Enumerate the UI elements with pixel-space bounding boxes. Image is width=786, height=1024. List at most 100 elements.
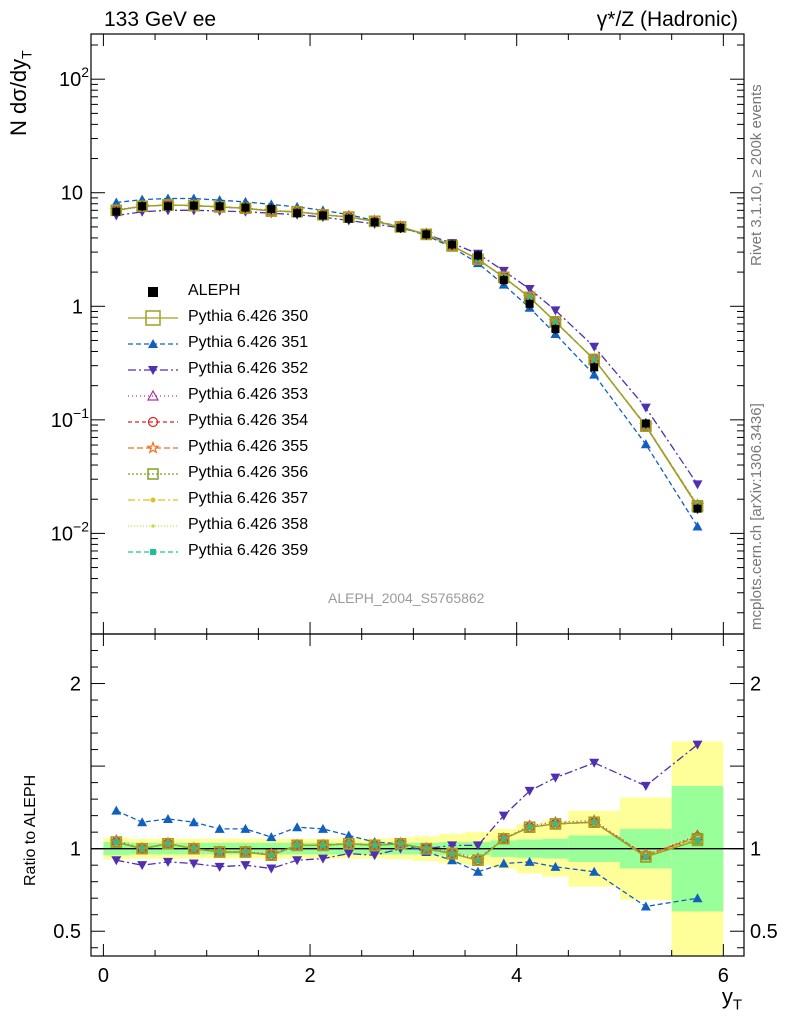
legend-entry-label: Pythia 6.426 354 [188,412,309,429]
marker-triangle-up [550,861,561,871]
marker-triangle-down [692,480,703,490]
marker-triangle-down [292,856,303,866]
source-label: mcplots.cern.ch [arXiv:1306.3436] [748,403,765,630]
data-point [189,201,198,210]
ratio-y-tick-label-left: 2 [70,674,81,696]
x-tick-label: 0 [98,965,109,987]
data-point [693,504,702,513]
ratio-y-tick-label-left: 1 [70,839,81,861]
data-point [138,202,147,211]
marker-open-star [146,440,160,454]
marker-triangle-up [524,856,535,866]
ratio-y-axis-label: Ratio to ALEPH [22,775,40,886]
main-series-Pythia-6426-353 [110,198,704,510]
marker-triangle-up [214,823,225,833]
marker-triangle-down [317,854,328,864]
main-y-tick-exponent: −1 [73,405,89,421]
plot-title-energy: 133 GeV ee [104,8,217,31]
marker-triangle-up [111,805,122,815]
marker-open-triangle [146,389,160,401]
ratio-series-line [116,821,698,861]
main-series-line [116,204,699,507]
marker-triangle-up [589,369,600,379]
marker-triangle-up [498,858,509,868]
aleph-data-points [112,200,702,514]
marker-open-square [588,816,600,828]
marker-open-square [691,834,704,847]
rivet-version-label: Rivet 3.1.10, ≥ 200k events [748,84,765,266]
marker-open-square [523,821,536,833]
main-series-line [116,204,699,507]
marker-open-square [291,839,303,852]
marker-triangle-up [692,893,703,903]
main-series-Pythia-6426-358 [114,203,700,508]
marker-triangle-up [472,866,483,876]
marker-triangle-up [137,817,148,827]
marker-open-square [213,846,226,858]
marker-triangle-down [550,306,561,316]
marker-triangle-up [188,817,199,827]
marker-triangle-up [317,823,328,833]
ratio-y-tick-label-left: 0.5 [53,921,81,943]
marker-triangle-down [343,849,354,859]
marker-triangle-up [266,832,277,842]
marker-open-square [239,846,252,858]
data-point [448,240,457,249]
main-y-tick-exponent: 2 [81,64,89,80]
marker-open-square [343,837,355,850]
main-series-Pythia-6426-359 [113,201,701,510]
marker-triangle-down [640,781,651,791]
main-y-tick-label: 10−1 [51,405,89,432]
legend-entry-label: Pythia 6.426 356 [188,464,309,481]
marker-open-square [145,310,161,326]
marker-triangle-up [589,866,600,876]
x-tick-label: 6 [718,965,729,987]
data-point [473,251,482,260]
marker-triangle-down [188,859,199,869]
marker-open-square [188,842,200,855]
legend-entry-label: Pythia 6.426 353 [188,386,309,403]
marker-triangle-up [447,855,458,865]
marker-triangle-down [148,366,158,375]
ratio-axis-ticks: 0.5 0.5 1 1 2 2 0 2 4 6 [53,650,778,987]
legend-symbols [128,287,178,555]
marker-open-square [472,854,484,866]
marker-open-square [640,851,652,863]
marker-triangle-down [137,861,148,871]
ratio-series-Pythia-6426-351 [111,805,703,911]
marker-triangle-down [266,864,277,874]
x-tick-label: 4 [511,965,522,987]
marker-triangle-down [111,856,122,866]
legend-entry-label: Pythia 6.426 352 [188,360,309,377]
data-point [370,218,379,227]
marker-triangle-up [640,901,651,911]
marker-triangle-up [162,813,173,823]
x-axis-label-sub: T [732,996,742,1014]
analysis-id-watermark: ALEPH_2004_S5765862 [328,590,485,606]
marker-filled-square [694,837,701,844]
legend-symbol-data [148,287,158,297]
marker-open-square [446,847,458,860]
data-point [267,204,276,213]
data-point [215,202,224,211]
marker-triangle-up [640,439,651,449]
legend-entry-label: ALEPH [188,282,241,299]
data-point [590,363,599,372]
marker-open-square [420,842,433,855]
data-point [318,211,327,220]
ratio-series-Pythia-6426-352 [111,740,703,874]
marker-triangle-down [524,786,535,796]
marker-triangle-up [343,830,354,840]
marker-triangle-down [589,342,600,352]
marker-open-square [317,839,329,852]
marker-triangle-down [589,758,600,768]
data-point [293,209,302,218]
marker-filled-square [150,549,156,555]
x-tick-label: 2 [304,965,315,987]
legend-entry-label: Pythia 6.426 359 [188,542,309,559]
data-point [396,223,405,232]
data-point [422,230,431,239]
marker-open-square [394,837,407,850]
marker-triangle-down [640,403,651,413]
